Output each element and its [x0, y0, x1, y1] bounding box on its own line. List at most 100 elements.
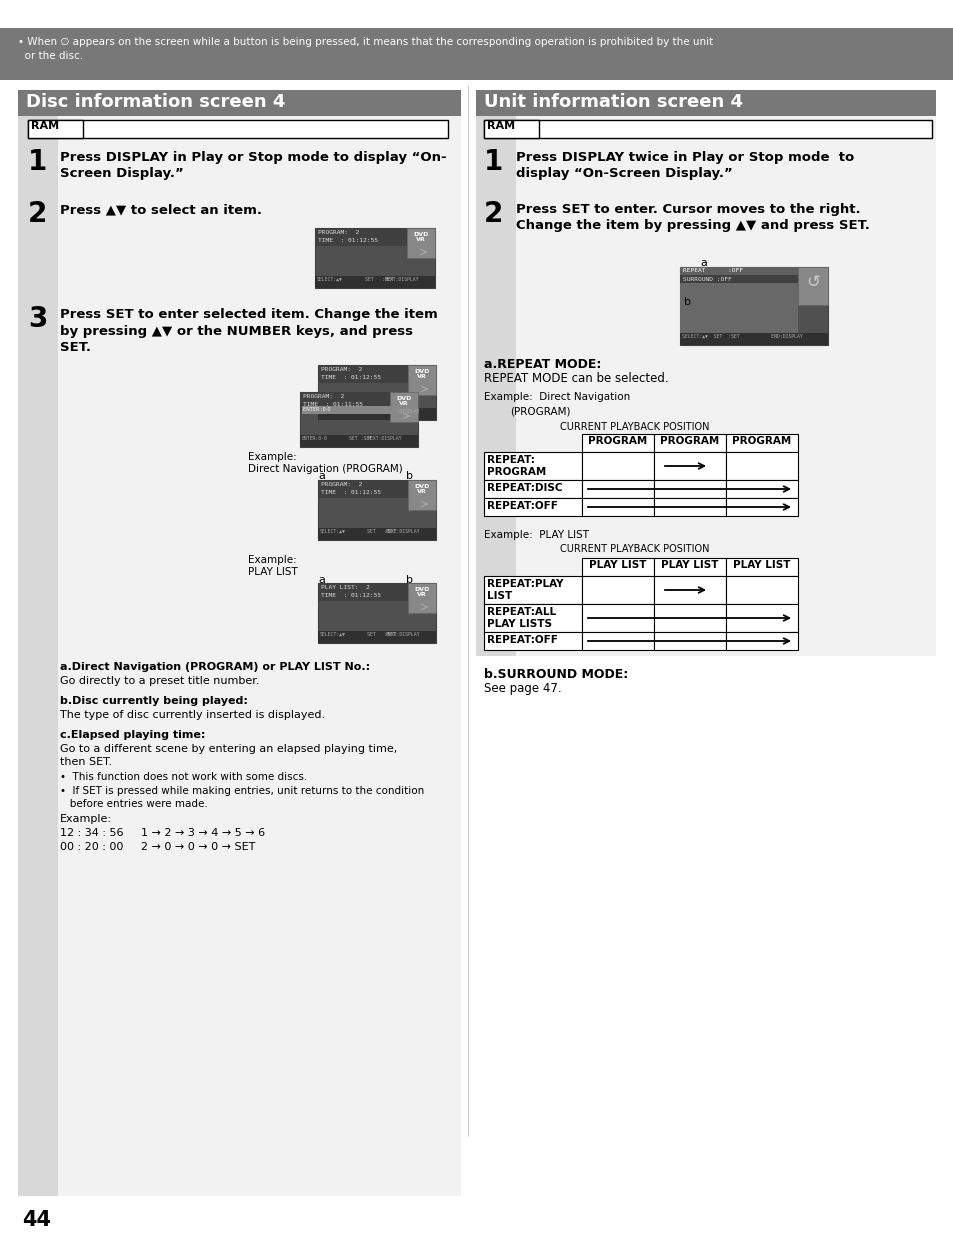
Bar: [483, 480, 581, 498]
Bar: [725, 452, 797, 480]
Text: b.SURROUND MODE:: b.SURROUND MODE:: [483, 668, 628, 680]
Text: DVD
VR: DVD VR: [414, 369, 429, 379]
Text: 00 : 20 : 00     2 → 0 → 0 → 0 → SET: 00 : 20 : 00 2 → 0 → 0 → 0 → SET: [60, 842, 255, 852]
Bar: [317, 583, 408, 601]
Bar: [317, 529, 436, 540]
Text: DVD
VR: DVD VR: [395, 396, 412, 406]
Bar: [317, 408, 436, 420]
Text: SELECT:▲▼: SELECT:▲▼: [319, 529, 346, 534]
Bar: [581, 433, 654, 452]
Bar: [679, 267, 827, 345]
Bar: [314, 228, 435, 288]
Text: REPEAT MODE can be selected.: REPEAT MODE can be selected.: [483, 372, 668, 385]
Bar: [581, 632, 654, 650]
Text: ENTER:0-0: ENTER:0-0: [302, 436, 328, 441]
Bar: [654, 452, 725, 480]
Text: a.Direct Navigation (PROGRAM) or PLAY LIST No.:: a.Direct Navigation (PROGRAM) or PLAY LI…: [60, 662, 370, 672]
Text: CURRENT PLAYBACK POSITION: CURRENT PLAYBACK POSITION: [559, 543, 709, 555]
Bar: [581, 452, 654, 480]
Bar: [317, 631, 436, 643]
Bar: [483, 120, 931, 138]
Bar: [516, 116, 935, 656]
Bar: [483, 632, 581, 650]
Bar: [58, 116, 460, 1195]
Bar: [317, 366, 436, 420]
Text: TIME  : 01:11:55: TIME : 01:11:55: [303, 403, 363, 408]
Text: NEXT:DISPLAY: NEXT:DISPLAY: [386, 632, 420, 637]
Bar: [408, 583, 436, 613]
Text: TIME  : 01:12:55: TIME : 01:12:55: [320, 490, 380, 495]
Text: REPEAT:DISC: REPEAT:DISC: [486, 483, 562, 493]
Text: Press ▲▼ to select an item.: Press ▲▼ to select an item.: [60, 203, 262, 216]
Bar: [314, 275, 435, 288]
Bar: [390, 391, 417, 422]
Bar: [654, 558, 725, 576]
Text: b: b: [406, 471, 413, 480]
Bar: [654, 480, 725, 498]
Text: •  If SET is pressed while making entries, unit returns to the condition
   befo: • If SET is pressed while making entries…: [60, 785, 424, 809]
Text: •  This function does not work with some discs.: • This function does not work with some …: [60, 772, 307, 782]
Text: REPEAT:PLAY
LIST: REPEAT:PLAY LIST: [486, 579, 563, 600]
Text: Press DISPLAY in Play or Stop mode to display “On-
Screen Display.”: Press DISPLAY in Play or Stop mode to di…: [60, 151, 446, 180]
Bar: [581, 480, 654, 498]
Text: CURRENT PLAYBACK POSITION: CURRENT PLAYBACK POSITION: [559, 422, 709, 432]
Text: PROGRAM:  2: PROGRAM: 2: [303, 394, 344, 399]
Text: Example:
PLAY LIST: Example: PLAY LIST: [248, 555, 297, 578]
Text: a: a: [700, 258, 706, 268]
Text: Example:
Direct Navigation (PROGRAM): Example: Direct Navigation (PROGRAM): [248, 452, 402, 474]
Text: TIME  : 01:12:55: TIME : 01:12:55: [317, 238, 377, 243]
Text: c: c: [317, 505, 324, 515]
Text: 3: 3: [28, 305, 48, 333]
Text: PROGRAM:  2: PROGRAM: 2: [320, 482, 362, 487]
Text: PLAY LIST: PLAY LIST: [660, 559, 718, 571]
Bar: [679, 333, 827, 345]
Bar: [581, 558, 654, 576]
Text: 1: 1: [483, 148, 503, 177]
Bar: [476, 90, 935, 116]
Bar: [302, 406, 395, 414]
Bar: [299, 391, 390, 410]
Text: ↺: ↺: [805, 273, 819, 291]
Text: Go to a different scene by entering an elapsed playing time,
then SET.: Go to a different scene by entering an e…: [60, 743, 396, 767]
Text: b: b: [406, 576, 413, 585]
Text: b: b: [683, 296, 690, 308]
Text: 1: 1: [28, 148, 48, 177]
Bar: [483, 120, 538, 138]
Text: SELECT:▲▼: SELECT:▲▼: [319, 409, 346, 414]
Text: NEXT:DISPLAY: NEXT:DISPLAY: [386, 409, 420, 414]
Bar: [317, 366, 408, 383]
Text: • When ∅ appears on the screen while a button is being pressed, it means that th: • When ∅ appears on the screen while a b…: [18, 37, 713, 47]
Text: (PROGRAM): (PROGRAM): [510, 406, 570, 416]
Bar: [408, 480, 436, 510]
Text: RAM: RAM: [30, 121, 59, 131]
Text: SELECT:▲▼  SET  :SET           END:DISPLAY: SELECT:▲▼ SET :SET END:DISPLAY: [681, 333, 801, 338]
Text: b.Disc currently being played:: b.Disc currently being played:: [60, 697, 248, 706]
Text: PLAY LIST: PLAY LIST: [733, 559, 790, 571]
Text: SET :SET: SET :SET: [349, 436, 372, 441]
Bar: [483, 604, 581, 632]
Text: a: a: [317, 576, 325, 585]
Text: REPEAT:OFF: REPEAT:OFF: [486, 635, 558, 645]
Text: NEXT:DISPLAY: NEXT:DISPLAY: [385, 277, 419, 282]
Text: REPEAT:
PROGRAM: REPEAT: PROGRAM: [486, 454, 546, 477]
Bar: [18, 116, 58, 1195]
Text: Press SET to enter selected item. Change the item
by pressing ▲▼ or the NUMBER k: Press SET to enter selected item. Change…: [60, 308, 437, 354]
Bar: [725, 604, 797, 632]
Bar: [483, 498, 581, 516]
Bar: [299, 435, 417, 447]
Text: PROGRAM: PROGRAM: [588, 436, 647, 446]
Text: 2: 2: [483, 200, 503, 228]
Text: NEXT:DISPLAY: NEXT:DISPLAY: [368, 436, 402, 441]
Text: DVD
VR: DVD VR: [414, 484, 429, 494]
Text: Disc information screen 4: Disc information screen 4: [26, 93, 285, 111]
Text: c: c: [317, 608, 324, 618]
Text: PROGRAM: PROGRAM: [732, 436, 791, 446]
Bar: [725, 498, 797, 516]
Text: Example:  PLAY LIST: Example: PLAY LIST: [483, 530, 588, 540]
Bar: [679, 283, 797, 333]
Bar: [654, 498, 725, 516]
Bar: [581, 576, 654, 604]
Text: Unit information screen 4: Unit information screen 4: [483, 93, 742, 111]
Text: SELECT:▲▼: SELECT:▲▼: [319, 632, 346, 637]
Text: ENTER :0-0: ENTER :0-0: [303, 408, 330, 412]
